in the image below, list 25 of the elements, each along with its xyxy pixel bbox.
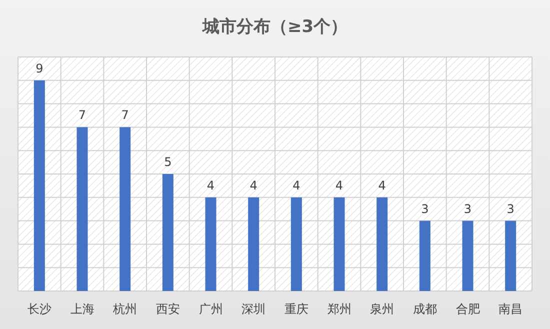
x-tick-label: 泉州 <box>370 302 394 316</box>
x-tick-label: 上海 <box>70 302 94 316</box>
x-tick-label: 长沙 <box>27 302 52 316</box>
data-label: 4 <box>378 178 386 192</box>
data-label: 4 <box>206 178 215 192</box>
x-tick-label: 成都 <box>412 302 437 316</box>
title: 城市分布（≥3个） <box>202 17 348 37</box>
x-tick-label: 重庆 <box>284 302 308 316</box>
x-tick-label: 深圳 <box>242 302 266 316</box>
data-label: 3 <box>421 202 429 216</box>
x-tick-label: 杭州 <box>112 302 138 316</box>
data-label: 7 <box>78 108 86 122</box>
data-label: 4 <box>335 178 344 192</box>
data-label: 3 <box>464 202 472 216</box>
data-label: 4 <box>292 178 300 192</box>
data-label: 9 <box>36 61 44 76</box>
x-tick-label: 合肥 <box>456 302 480 316</box>
x-tick-label: 南昌 <box>498 302 523 316</box>
x-tick-label: 西安 <box>156 302 180 316</box>
data-label: 4 <box>250 178 258 192</box>
x-tick-label: 郑州 <box>327 302 352 316</box>
x-tick-label: 广州 <box>198 302 223 316</box>
data-label: 7 <box>121 108 129 122</box>
data-label: 3 <box>506 202 514 216</box>
data-label: 5 <box>164 155 172 169</box>
